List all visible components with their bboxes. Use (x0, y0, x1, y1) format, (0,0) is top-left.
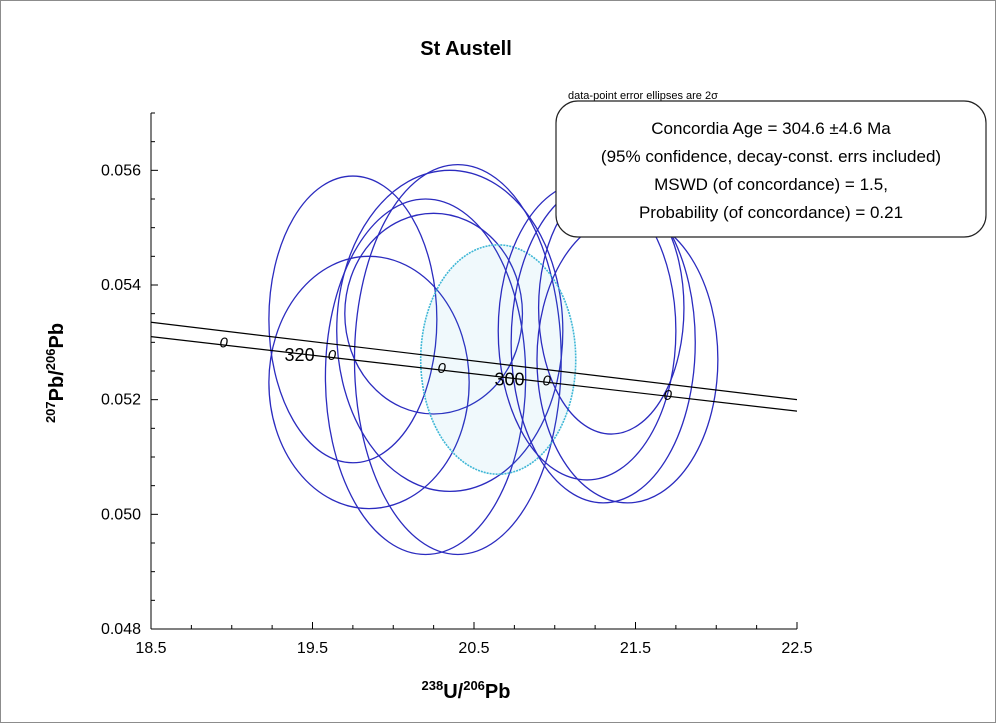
concordia-age-marker: 0 (220, 334, 229, 351)
y-axis-title-sup-2: 206 (43, 349, 58, 371)
y-tick-labels: 0.048 0.050 0.052 0.054 0.056 (101, 162, 141, 638)
concordia-info-line: Probability (of concordance) = 0.21 (639, 203, 903, 222)
y-axis-title: 207Pb/206Pb (43, 323, 68, 423)
concordia-age-label: 300 (495, 370, 525, 390)
y-tick-label: 0.050 (101, 506, 141, 523)
concordia-age-marker: 0 (664, 387, 673, 404)
concordia-age-marker: 0 (328, 347, 337, 364)
x-tick-labels: 18.5 19.5 20.5 21.5 22.5 (135, 640, 812, 657)
concordia-age-marker: 0 (543, 373, 552, 390)
x-tick-label: 22.5 (781, 640, 812, 657)
y-tick-label: 0.054 (101, 277, 141, 294)
ellipse-layer (268, 163, 719, 556)
x-axis-title-sup-1: 238 (422, 678, 444, 693)
x-axis-title: 238U/206Pb (422, 678, 511, 703)
y-axis-title-base-2: Pb (46, 323, 68, 349)
x-axis-title-base-2: Pb (485, 681, 511, 703)
data-point-error-ellipse (268, 175, 438, 464)
data-point-error-ellipse (336, 169, 564, 493)
chart-title: St Austell (420, 38, 512, 60)
data-point-error-ellipse (324, 198, 527, 556)
x-tick-label: 18.5 (135, 640, 166, 657)
concordia-info-line: MSWD (of concordance) = 1.5, (654, 175, 888, 194)
concordia-age-marker: 0 (438, 360, 447, 377)
x-axis-title-sup-2: 206 (463, 678, 485, 693)
y-minor-ticks (151, 112, 158, 630)
concordia-info-line: (95% confidence, decay-const. errs inclu… (601, 147, 941, 166)
mean-error-ellipse (419, 244, 577, 475)
y-tick-label: 0.052 (101, 392, 141, 409)
x-tick-label: 19.5 (297, 640, 328, 657)
concordia-layer (151, 321, 797, 412)
y-tick-label: 0.056 (101, 162, 141, 179)
x-tick-label: 20.5 (458, 640, 489, 657)
concordia-band-lower (151, 336, 797, 412)
data-point-error-ellipse (268, 255, 470, 510)
x-minor-ticks (150, 622, 798, 629)
y-axis-title-base-1: Pb/ (46, 370, 68, 402)
error-ellipse-note: data-point error ellipses are 2σ (568, 90, 718, 102)
y-axis-title-sup-1: 207 (43, 401, 58, 423)
concordia-age-text: Concordia Age = 304.6 ±4.6 Ma (95% confid… (601, 119, 941, 222)
concordia-age-box (555, 100, 987, 238)
x-axis-title-base-1: U/ (443, 681, 463, 703)
concordia-info-line: Concordia Age = 304.6 ±4.6 Ma (651, 119, 891, 138)
label-layer: 320 300 0 0 0 0 0 (220, 334, 673, 404)
concordia-age-label: 320 (285, 345, 315, 365)
data-point-error-ellipse (344, 212, 524, 415)
y-tick-label: 0.048 (101, 621, 141, 638)
concordia-band-upper (151, 321, 797, 401)
x-tick-label: 21.5 (620, 640, 651, 657)
